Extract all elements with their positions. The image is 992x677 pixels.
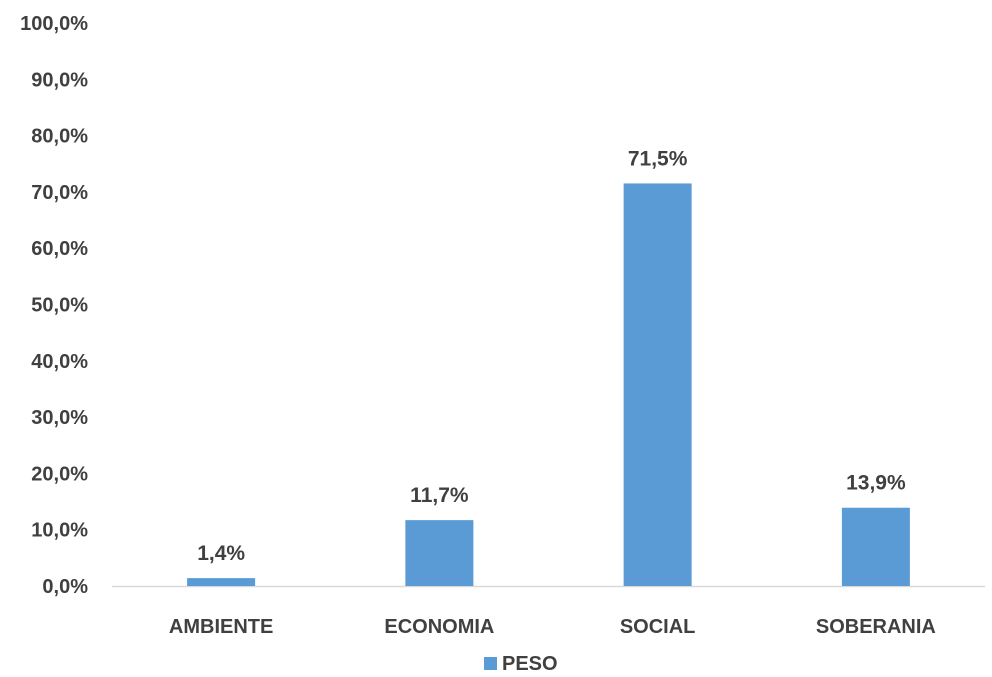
y-tick-label: 10,0% bbox=[31, 520, 88, 542]
y-axis-ticks: 0,0% 10,0% 20,0% 30,0% 40,0% 50,0% 60,0% 70,0% 8… bbox=[20, 13, 88, 598]
category-label-ambiente: AMBIENTE bbox=[169, 616, 273, 638]
bar-ambiente bbox=[187, 578, 256, 586]
y-tick-label: 80,0% bbox=[31, 126, 88, 148]
bar-soberania bbox=[841, 507, 910, 586]
y-tick-label: 60,0% bbox=[31, 238, 88, 260]
legend-swatch bbox=[484, 657, 497, 670]
data-labels-group: 1,4% 11,7% 71,5% 13,9% bbox=[197, 147, 906, 565]
data-label-ambiente: 1,4% bbox=[197, 542, 245, 565]
y-tick-label: 0,0% bbox=[42, 576, 88, 598]
y-tick-label: 70,0% bbox=[31, 182, 88, 204]
data-label-economia: 11,7% bbox=[410, 484, 469, 507]
y-tick-label: 100,0% bbox=[20, 13, 88, 35]
y-tick-label: 30,0% bbox=[31, 407, 88, 429]
y-tick-label: 40,0% bbox=[31, 351, 88, 373]
bar-social bbox=[623, 183, 692, 586]
category-labels-group: AMBIENTE ECONOMIA SOCIAL SOBERANIA bbox=[169, 616, 936, 638]
legend-label: PESO bbox=[502, 653, 558, 675]
bar-economia bbox=[405, 520, 474, 586]
legend: PESO bbox=[484, 653, 558, 675]
bars-group bbox=[187, 183, 910, 586]
category-label-soberania: SOBERANIA bbox=[816, 616, 936, 638]
category-label-social: SOCIAL bbox=[620, 616, 696, 638]
data-label-social: 71,5% bbox=[628, 147, 688, 170]
category-label-economia: ECONOMIA bbox=[384, 616, 494, 638]
y-tick-label: 20,0% bbox=[31, 463, 88, 485]
y-tick-label: 90,0% bbox=[31, 69, 88, 91]
data-label-soberania: 13,9% bbox=[846, 472, 906, 495]
y-tick-label: 50,0% bbox=[31, 295, 88, 317]
